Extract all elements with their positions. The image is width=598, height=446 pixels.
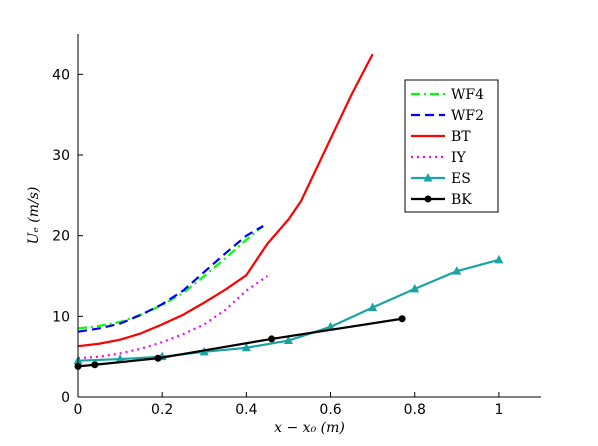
x-tick-label: 0.4 [235, 402, 257, 418]
legend-label: IY [451, 150, 467, 166]
data-point [494, 254, 504, 264]
y-tick-label: 10 [52, 309, 70, 325]
series-bk [74, 315, 406, 370]
legend-label: BK [451, 192, 472, 208]
legend-entry-es: ES [411, 171, 471, 187]
x-tick-label: 0.8 [404, 402, 426, 418]
y-tick-label: 0 [61, 390, 70, 406]
x-axis-label: x − x₀ (m) [274, 420, 345, 436]
series-line-wf2 [77, 225, 264, 333]
series-bt [77, 53, 374, 348]
axes-layer [77, 34, 541, 398]
data-point [410, 283, 420, 293]
series-line-iy [77, 275, 269, 360]
data-point [368, 302, 378, 311]
series-wf4 [77, 225, 264, 330]
x-tick-label: 0.2 [151, 402, 173, 418]
x-tick-label: 0.6 [319, 402, 341, 418]
series-line-wf4 [77, 225, 264, 330]
series-iy [77, 275, 269, 360]
legend-entry-bk: BK [411, 192, 472, 208]
legend-label: BT [451, 129, 471, 145]
legend-label: ES [451, 171, 471, 187]
x-tick-label: 0 [74, 402, 83, 418]
data-point [91, 361, 99, 369]
series-line-bt [77, 53, 374, 348]
series-wf2 [77, 225, 264, 333]
data-point [241, 342, 251, 352]
data-point [154, 354, 162, 362]
legend-entry-bt: BT [411, 129, 471, 145]
legend-label: WF4 [451, 87, 484, 103]
legend: WF4 WF2 BT IY ES BK [404, 79, 499, 213]
data-point [452, 266, 462, 275]
legend-label: WF2 [451, 108, 484, 124]
data-point [326, 321, 336, 331]
y-tick-label: 20 [52, 229, 70, 245]
data-point [268, 335, 276, 343]
series-layer [73, 53, 504, 370]
legend-marker [424, 195, 432, 203]
y-tick-label: 40 [52, 67, 70, 83]
data-point [398, 315, 406, 323]
legend-marker [423, 173, 433, 182]
y-axis-label: Uₑ (m/s) [26, 187, 42, 245]
legend-entry-iy: IY [411, 150, 467, 166]
legend-entry-wf2: WF2 [411, 108, 484, 124]
y-tick-label: 30 [52, 148, 70, 164]
data-point [283, 335, 293, 345]
x-tick-label: 1 [494, 402, 503, 418]
legend-entry-wf4: WF4 [411, 87, 484, 103]
legend-box [404, 79, 499, 213]
data-point [115, 354, 125, 363]
